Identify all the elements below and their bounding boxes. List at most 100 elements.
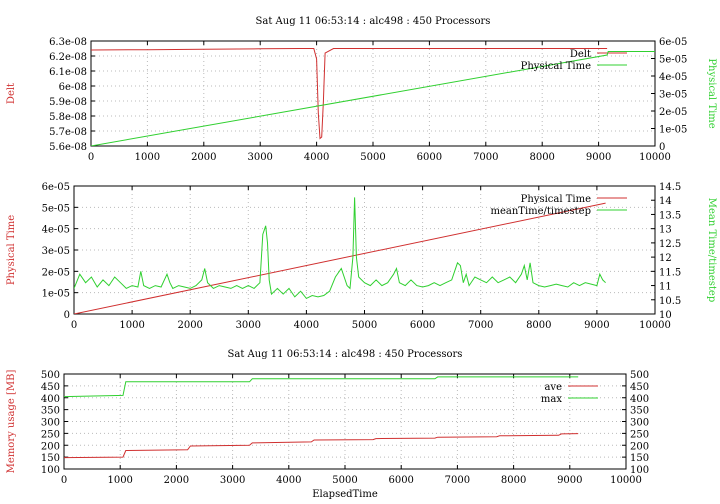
x-tick-label: 9000: [586, 152, 611, 163]
y-tick-label: 5.7e-08: [49, 127, 87, 138]
x-tick-label: 0: [88, 152, 94, 163]
y2-tick-label: 4e-05: [659, 72, 687, 83]
y2-tick-label: 200: [630, 441, 649, 452]
x-tick-label: 7000: [473, 152, 498, 163]
x-tick-label: 5000: [332, 475, 357, 486]
chart-2: 0 1000 2000 3000 4000 5000 6000 7000 8000 9000 100…: [6, 182, 717, 331]
y2-tick-label: 13.5: [659, 210, 681, 221]
x-tick-label: 0: [61, 475, 67, 486]
x-tick-label: 7000: [445, 475, 470, 486]
series-line-max: [64, 376, 579, 398]
y2-tick-label: 250: [630, 429, 649, 440]
y2-axis-label: Physical Time: [706, 58, 717, 128]
y-tick-label: 250: [41, 429, 60, 440]
y2-tick-label: 5e-05: [659, 55, 687, 66]
y2-tick-label: 10.5: [659, 296, 681, 307]
y-axis-label: Memory usage [MB]: [6, 370, 17, 474]
x-tick-label: 10000: [610, 475, 642, 486]
x-tick-label: 2000: [177, 320, 202, 331]
y-tick-label: 100: [41, 465, 60, 476]
y2-tick-label: 2e-05: [659, 107, 687, 118]
x-tick-label: 5000: [352, 320, 377, 331]
y-tick-label: 0: [64, 310, 70, 321]
x-tick-label: 2000: [191, 152, 216, 163]
legend-label: Delt: [570, 49, 591, 60]
legend-label: meanTime/timestep: [490, 206, 591, 217]
y-tick-label: 1e-05: [42, 289, 70, 300]
x-tick-label: 1000: [107, 475, 132, 486]
y-tick-label: 5e-05: [42, 203, 70, 214]
y-tick-label: 6.2e-08: [49, 52, 87, 63]
chart-3: 0 1000 2000 3000 4000 5000 6000 7000 8000 9000 100…: [6, 349, 649, 500]
x-tick-label: 3000: [220, 475, 245, 486]
y-tick-label: 150: [41, 453, 60, 464]
y-tick-label: 450: [41, 382, 60, 393]
x-tick-label: 1000: [135, 152, 160, 163]
x-tick-label: 10000: [639, 152, 671, 163]
y-tick-label: 5.9e-08: [49, 97, 87, 108]
x-tick-label: 8000: [529, 152, 554, 163]
x-tick-label: 1000: [119, 320, 144, 331]
y2-tick-label: 12: [659, 253, 672, 264]
x-tick-label: 6000: [388, 475, 413, 486]
y-tick-label: 5.8e-08: [49, 112, 87, 123]
x-tick-label: 10000: [639, 320, 671, 331]
y2-tick-label: 400: [630, 394, 649, 405]
y2-tick-label: 3e-05: [659, 90, 687, 101]
x-tick-label: 9000: [557, 475, 582, 486]
y-tick-label: 300: [41, 418, 60, 429]
y-tick-label: 3e-05: [42, 246, 70, 257]
y2-tick-label: 1e-05: [659, 125, 687, 136]
series-line-meantime-timestep: [74, 197, 606, 300]
x-tick-label: 9000: [584, 320, 609, 331]
y2-tick-label: 100: [630, 465, 649, 476]
y2-tick-label: 300: [630, 418, 649, 429]
y2-tick-label: 14: [659, 196, 672, 207]
x-tick-label: 7000: [468, 320, 493, 331]
y2-tick-label: 6e-05: [659, 37, 687, 48]
y-tick-label: 6e-08: [59, 82, 87, 93]
y2-tick-label: 14.5: [659, 182, 681, 193]
legend-label: Physical Time: [521, 61, 591, 72]
series-line-ave: [64, 433, 579, 459]
y-tick-label: 6.1e-08: [49, 67, 87, 78]
x-tick-label: 4000: [304, 152, 329, 163]
chart-title: Sat Aug 11 06:53:14 : alc498 : 450 Proce…: [228, 349, 463, 360]
x-tick-label: 8000: [526, 320, 551, 331]
y-tick-label: 4e-05: [42, 225, 70, 236]
y2-tick-label: 0: [659, 142, 665, 153]
chart-1: 0 1000 2000 3000 4000 5000 6000 7000 8000 9000 100…: [6, 16, 717, 163]
legend-label: max: [541, 394, 562, 405]
x-tick-label: 0: [71, 320, 77, 331]
y-tick-label: 350: [41, 406, 60, 417]
y-tick-label: 6e-05: [42, 182, 70, 193]
x-tick-label: 6000: [410, 320, 435, 331]
y-tick-label: 400: [41, 394, 60, 405]
y2-tick-label: 10: [659, 310, 672, 321]
legend-label: ave: [544, 382, 562, 393]
y-tick-label: 5.6e-08: [49, 142, 87, 153]
x-axis-label: ElapsedTime: [312, 489, 378, 500]
y2-tick-label: 150: [630, 453, 649, 464]
y2-tick-label: 450: [630, 382, 649, 393]
series-line-physical-time: [74, 202, 606, 314]
x-tick-label: 5000: [360, 152, 385, 163]
legend-label: Physical Time: [521, 194, 591, 205]
y2-tick-label: 13: [659, 225, 672, 236]
y-tick-label: 500: [41, 370, 60, 381]
y2-tick-label: 500: [630, 370, 649, 381]
y2-axis-label: Mean Time/timestep: [706, 198, 717, 302]
y-tick-label: 2e-05: [42, 267, 70, 278]
series-line-physical-time: [91, 51, 655, 146]
x-tick-label: 3000: [247, 152, 272, 163]
y-axis-label: Delt: [6, 83, 17, 104]
y2-tick-label: 11.5: [659, 267, 681, 278]
chart-title: Sat Aug 11 06:53:14 : alc498 : 450 Proce…: [256, 16, 491, 27]
y2-tick-label: 350: [630, 406, 649, 417]
x-tick-label: 2000: [164, 475, 189, 486]
y2-tick-label: 12.5: [659, 239, 681, 250]
x-tick-label: 4000: [294, 320, 319, 331]
y-axis-label: Physical Time: [6, 215, 17, 285]
y2-tick-label: 11: [659, 282, 672, 293]
